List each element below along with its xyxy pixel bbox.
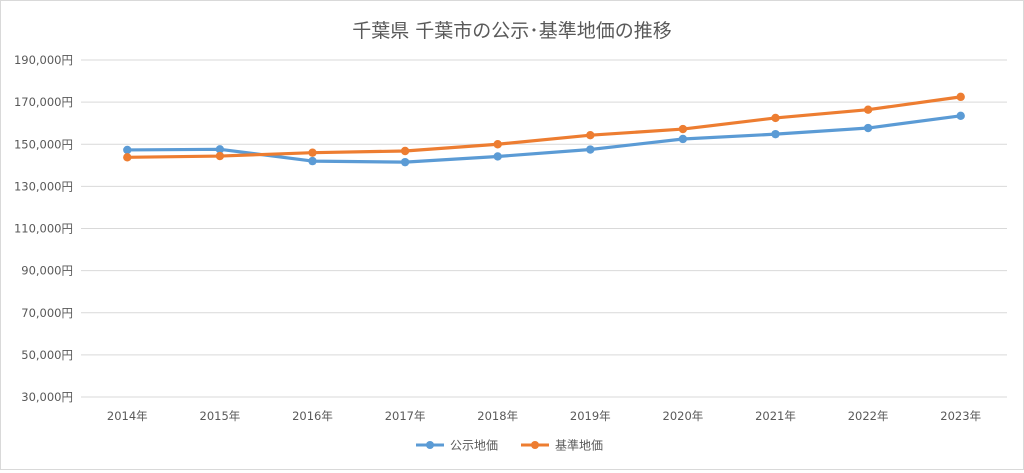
y-tick-label: 50,000円 (21, 348, 73, 362)
y-tick-label: 190,000円 (14, 53, 73, 67)
data-point (215, 151, 225, 161)
y-tick-label: 110,000円 (14, 222, 73, 236)
data-point (400, 157, 410, 167)
legend-label: 公示地価 (450, 439, 498, 453)
y-tick-label: 90,000円 (21, 264, 73, 278)
data-point (123, 145, 132, 155)
data-point (771, 129, 780, 139)
data-point (493, 140, 502, 149)
data-point (863, 105, 873, 114)
series-group (123, 92, 965, 167)
x-tick-label: 2019年 (570, 409, 611, 423)
x-tick-label: 2022年 (848, 409, 889, 423)
grid (81, 59, 1007, 398)
y-tick-label: 170,000円 (14, 95, 73, 109)
y-tick-label: 30,000円 (21, 390, 73, 404)
series-line-2 (125, 95, 963, 159)
data-point (586, 130, 595, 140)
legend: 公示地価 基準地価 (416, 438, 603, 453)
x-tick-label: 2015年 (200, 409, 241, 423)
x-tick-label: 2018年 (477, 409, 518, 423)
data-point (400, 146, 410, 156)
y-tick-label: 70,000円 (21, 306, 73, 320)
data-point (215, 145, 225, 154)
data-point (678, 134, 688, 144)
legend-marker (426, 441, 434, 449)
data-point (308, 156, 317, 166)
y-tick-label: 150,000円 (14, 137, 73, 151)
data-point (586, 145, 595, 154)
x-tick-label: 2017年 (385, 409, 426, 423)
data-point (678, 124, 688, 134)
x-tick-label: 2020年 (663, 409, 704, 423)
x-tick-label: 2016年 (292, 409, 333, 423)
legend-marker (531, 441, 539, 449)
x-tick-label: 2014年 (107, 409, 148, 423)
data-point (123, 153, 132, 162)
x-axis-ticks: 2014年 2015年 2016年 2017年 2018年 2019年 2020年 2021年… (107, 409, 981, 423)
legend-label: 基準地価 (555, 438, 603, 453)
data-point (956, 111, 965, 121)
x-tick-label: 2023年 (940, 409, 981, 423)
data-point (771, 113, 780, 123)
data-point (863, 123, 873, 133)
chart-title: 千葉県 千葉市の公示･基準地価の推移 (352, 20, 672, 42)
data-point (308, 148, 317, 157)
data-point (493, 152, 502, 161)
y-axis-ticks: 30,000円 50,000円 70,000円 90,000円 110,000円 130,… (14, 53, 73, 404)
y-tick-label: 130,000円 (14, 179, 73, 193)
data-point (956, 92, 965, 102)
x-tick-label: 2021年 (755, 409, 796, 423)
